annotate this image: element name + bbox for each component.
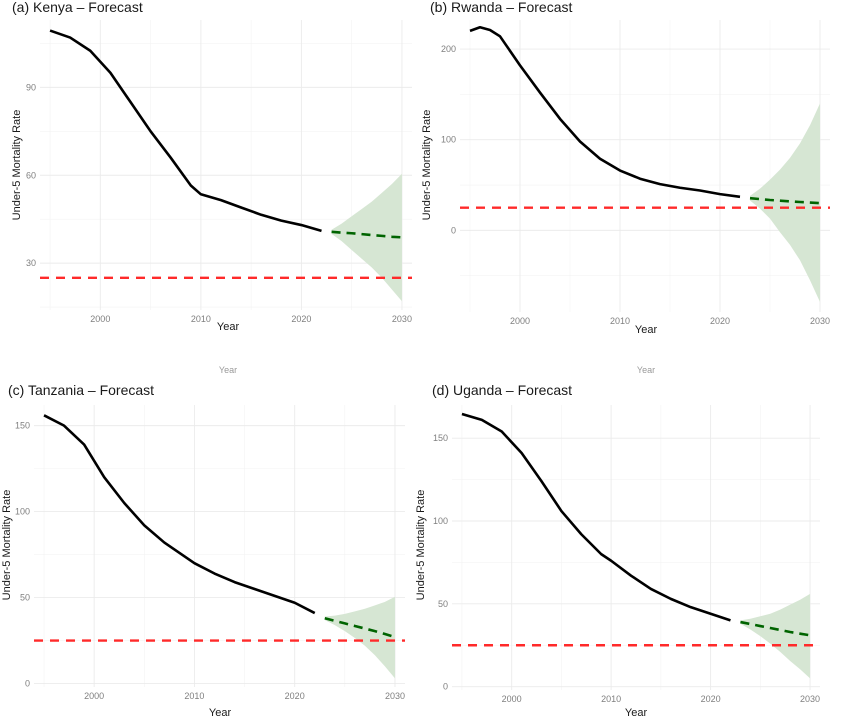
y-tick-label: 150 bbox=[433, 433, 448, 443]
cut-off-label: Year bbox=[637, 365, 655, 375]
y-tick-label: 150 bbox=[15, 421, 30, 431]
forecast-confidence-band bbox=[331, 173, 402, 302]
x-tick-label: 2030 bbox=[392, 314, 412, 324]
x-tick-label: 2020 bbox=[701, 694, 721, 704]
y-tick-label: 60 bbox=[26, 170, 36, 180]
plot-area: 2000 2010 2020 2030 0 50 100 150 bbox=[15, 405, 405, 701]
y-tick-label: 100 bbox=[441, 135, 456, 145]
historical-series-line bbox=[461, 412, 731, 622]
y-tick-label: 30 bbox=[26, 258, 36, 268]
forecast-confidence-band bbox=[740, 593, 811, 679]
panel-title: (a) Kenya – Forecast bbox=[12, 0, 143, 15]
x-axis-label: Year bbox=[635, 324, 658, 336]
forecast-series-line bbox=[740, 620, 811, 637]
cut-off-label: Year bbox=[219, 365, 237, 375]
x-tick-label: 2000 bbox=[90, 314, 110, 324]
y-tick-label: 90 bbox=[26, 82, 36, 92]
y-tick-label: 100 bbox=[15, 507, 30, 517]
y-tick-label: 0 bbox=[443, 682, 448, 692]
x-tick-label: 2000 bbox=[510, 316, 530, 326]
y-tick-label: 0 bbox=[25, 679, 30, 689]
panel-kenya: (a) Kenya – Forecast 2000 2010 2020 2030 30 6… bbox=[11, 0, 412, 333]
x-tick-label: 2000 bbox=[84, 691, 104, 701]
x-axis-label: Year bbox=[209, 707, 232, 718]
x-tick-label: 2010 bbox=[191, 314, 211, 324]
plot-area: 2000 2010 2020 2030 30 60 90 bbox=[26, 20, 412, 324]
historical-series-line bbox=[469, 25, 741, 199]
x-tick-label: 2010 bbox=[184, 691, 204, 701]
forecast-series-line bbox=[331, 230, 403, 239]
x-tick-label: 2020 bbox=[285, 691, 305, 701]
x-tick-label: 2010 bbox=[610, 316, 630, 326]
forecast-series-line bbox=[324, 616, 396, 639]
x-axis-label: Year bbox=[217, 321, 240, 333]
forecast-series-line bbox=[749, 196, 821, 205]
y-tick-label: 0 bbox=[451, 225, 456, 235]
y-axis-label: Under-5 Mortality Rate bbox=[1, 490, 13, 601]
y-tick-label: 200 bbox=[441, 44, 456, 54]
historical-series-line bbox=[49, 29, 322, 233]
panel-title: (d) Uganda – Forecast bbox=[432, 382, 572, 398]
y-tick-label: 100 bbox=[433, 516, 448, 526]
x-tick-label: 2000 bbox=[502, 694, 522, 704]
forecast-confidence-band bbox=[750, 103, 820, 303]
x-tick-label: 2010 bbox=[601, 694, 621, 704]
historical-series-line bbox=[43, 414, 316, 615]
panel-title: (b) Rwanda – Forecast bbox=[430, 0, 573, 15]
y-tick-label: 50 bbox=[438, 599, 448, 609]
x-tick-label: 2020 bbox=[710, 316, 730, 326]
x-tick-label: 2030 bbox=[800, 694, 820, 704]
plot-area: 2000 2010 2020 2030 0 50 100 150 bbox=[433, 405, 820, 704]
x-tick-label: 2030 bbox=[810, 316, 830, 326]
plot-area: 2000 2010 2020 2030 0 100 200 bbox=[441, 20, 830, 326]
y-tick-label: 50 bbox=[20, 593, 30, 603]
y-axis-label: Under-5 Mortality Rate bbox=[415, 490, 427, 601]
x-axis-label: Year bbox=[625, 707, 648, 718]
x-tick-label: 2030 bbox=[385, 691, 405, 701]
y-axis-label: Under-5 Mortality Rate bbox=[11, 110, 23, 221]
y-axis-label: Under-5 Mortality Rate bbox=[421, 110, 433, 221]
forecast-confidence-band bbox=[324, 596, 395, 679]
x-tick-label: 2020 bbox=[291, 314, 311, 324]
panel-rwanda: (b) Rwanda – Forecast 2000 2010 2020 2030 0 1… bbox=[421, 0, 830, 336]
panel-tanzania: (c) Tanzania – Forecast 2000 2010 2020 2030… bbox=[1, 382, 405, 718]
panel-uganda: (d) Uganda – Forecast 2000 2010 2020 2030 0 5… bbox=[415, 382, 820, 718]
panel-title: (c) Tanzania – Forecast bbox=[8, 382, 154, 398]
